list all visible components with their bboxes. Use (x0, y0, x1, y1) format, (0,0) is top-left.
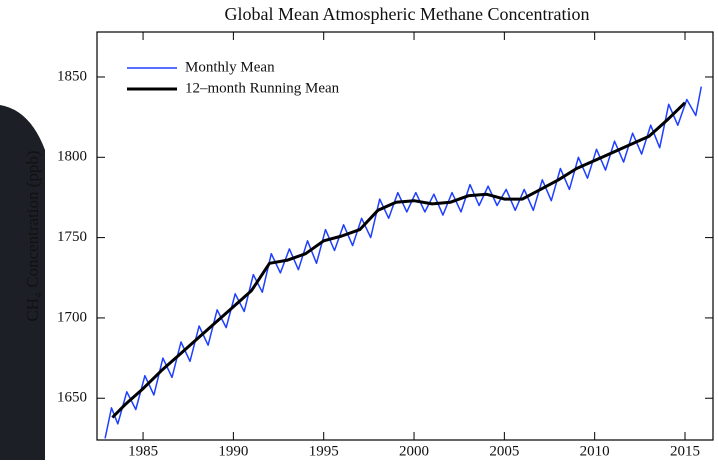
x-tick-label: 1990 (218, 443, 248, 459)
y-tick-label: 1800 (57, 149, 87, 165)
series-line (111, 101, 687, 419)
x-tick-label: 2005 (489, 443, 519, 459)
x-tick-label: 2015 (670, 443, 700, 459)
legend-label: Monthly Mean (185, 59, 275, 75)
x-tick-label: 1985 (128, 443, 158, 459)
series-line (104, 86, 703, 439)
y-tick-label: 1850 (57, 68, 87, 84)
legend-label: 12–month Running Mean (185, 80, 340, 96)
y-axis-label: CH₄ Concentration (ppb) (23, 150, 42, 321)
y-tick-label: 1700 (57, 309, 87, 325)
chart-title: Global Mean Atmospheric Methane Concentr… (225, 4, 590, 24)
background-fragment (0, 105, 45, 460)
y-tick-label: 1650 (57, 390, 87, 406)
x-tick-label: 1995 (309, 443, 339, 459)
x-tick-label: 2010 (580, 443, 610, 459)
plot-frame (96, 31, 714, 441)
x-tick-label: 2000 (399, 443, 429, 459)
y-tick-label: 1750 (57, 229, 87, 245)
